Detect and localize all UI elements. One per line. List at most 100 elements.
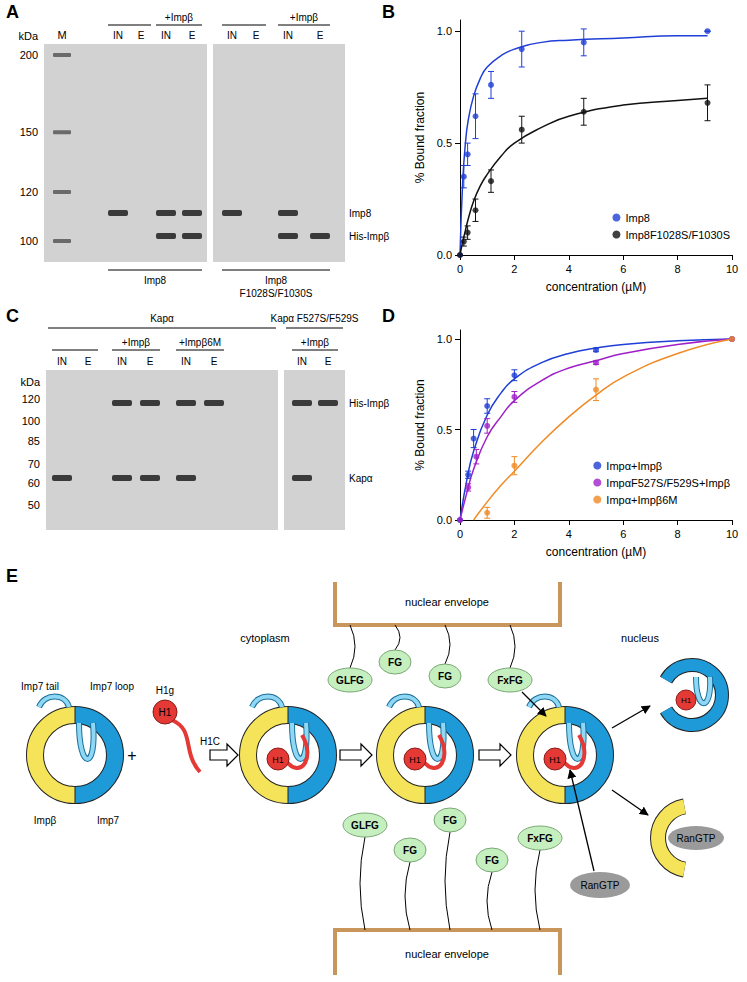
svg-text:H1C: H1C bbox=[200, 736, 220, 747]
svg-text:200: 200 bbox=[20, 49, 38, 61]
svg-text:Imp8F1028S/F1030S: Imp8F1028S/F1030S bbox=[625, 229, 730, 241]
svg-text:IN: IN bbox=[113, 30, 123, 41]
svg-text:E: E bbox=[6, 566, 18, 586]
svg-text:2: 2 bbox=[511, 263, 517, 275]
svg-text:Imp7 tail: Imp7 tail bbox=[21, 681, 59, 692]
svg-text:0: 0 bbox=[457, 263, 463, 275]
svg-text:RanGTP: RanGTP bbox=[677, 833, 716, 844]
svg-text:70: 70 bbox=[28, 458, 40, 470]
svg-text:cytoplasm: cytoplasm bbox=[240, 632, 290, 644]
svg-text:IN: IN bbox=[161, 30, 171, 41]
svg-text:+: + bbox=[127, 747, 136, 764]
svg-text:RanGTP: RanGTP bbox=[581, 880, 620, 891]
svg-text:Imp8: Imp8 bbox=[265, 275, 288, 286]
svg-text:10: 10 bbox=[726, 528, 738, 540]
svg-text:Impα+Impβ6M: Impα+Impβ6M bbox=[606, 494, 677, 506]
svg-text:1.0: 1.0 bbox=[437, 333, 452, 345]
svg-text:+Impβ: +Impβ bbox=[290, 12, 319, 23]
svg-text:FG: FG bbox=[403, 845, 417, 856]
svg-text:150: 150 bbox=[20, 126, 38, 138]
svg-text:FG: FG bbox=[485, 855, 499, 866]
svg-text:E: E bbox=[325, 356, 332, 367]
svg-text:Imp7 loop: Imp7 loop bbox=[90, 681, 134, 692]
svg-text:50: 50 bbox=[28, 499, 40, 511]
svg-text:H1g: H1g bbox=[156, 685, 174, 696]
svg-text:0.5: 0.5 bbox=[437, 424, 452, 436]
svg-text:Impβ: Impβ bbox=[34, 815, 57, 826]
svg-text:FG: FG bbox=[443, 815, 457, 826]
svg-text:+Impβ: +Impβ bbox=[301, 337, 330, 348]
svg-text:Impα+Impβ: Impα+Impβ bbox=[606, 460, 662, 472]
svg-text:F1028S/F1030S: F1028S/F1030S bbox=[240, 288, 313, 299]
svg-text:8: 8 bbox=[675, 263, 681, 275]
svg-text:85: 85 bbox=[28, 435, 40, 447]
svg-text:H1: H1 bbox=[272, 755, 284, 765]
svg-text:His-Impβ: His-Impβ bbox=[349, 398, 389, 409]
svg-text:2: 2 bbox=[511, 528, 517, 540]
svg-text:FG: FG bbox=[438, 671, 452, 682]
svg-text:concentration (µM): concentration (µM) bbox=[546, 280, 646, 294]
svg-text:4: 4 bbox=[566, 528, 572, 540]
svg-text:Kapα: Kapα bbox=[349, 473, 373, 484]
svg-text:1.0: 1.0 bbox=[437, 25, 452, 37]
svg-text:IN: IN bbox=[227, 30, 237, 41]
svg-text:0.0: 0.0 bbox=[437, 249, 452, 261]
svg-text:E: E bbox=[138, 30, 145, 41]
svg-text:E: E bbox=[253, 30, 260, 41]
svg-text:FG: FG bbox=[388, 657, 402, 668]
svg-text:4: 4 bbox=[566, 263, 572, 275]
svg-text:IN: IN bbox=[57, 356, 67, 367]
svg-text:0.5: 0.5 bbox=[437, 137, 452, 149]
svg-text:+Impβ: +Impβ bbox=[122, 337, 151, 348]
svg-text:100: 100 bbox=[22, 415, 40, 427]
svg-text:IN: IN bbox=[283, 30, 293, 41]
svg-text:IN: IN bbox=[181, 356, 191, 367]
svg-text:D: D bbox=[382, 306, 395, 326]
svg-text:IN: IN bbox=[297, 356, 307, 367]
svg-text:% Bound fraction: % Bound fraction bbox=[413, 379, 427, 470]
svg-text:% Bound fraction: % Bound fraction bbox=[413, 92, 427, 183]
svg-text:6: 6 bbox=[620, 528, 626, 540]
svg-text:B: B bbox=[382, 2, 395, 22]
svg-text:E: E bbox=[85, 356, 92, 367]
svg-text:GLFG: GLFG bbox=[336, 675, 364, 686]
svg-text:60: 60 bbox=[28, 477, 40, 489]
svg-text:FxFG: FxFG bbox=[527, 833, 553, 844]
svg-text:IN: IN bbox=[117, 356, 127, 367]
svg-text:kDa: kDa bbox=[20, 376, 40, 388]
svg-text:H1: H1 bbox=[549, 755, 561, 765]
svg-text:Imp8: Imp8 bbox=[349, 208, 372, 219]
svg-text:8: 8 bbox=[675, 528, 681, 540]
svg-text:120: 120 bbox=[22, 393, 40, 405]
svg-text:FxFG: FxFG bbox=[497, 675, 523, 686]
svg-text:+Impβ: +Impβ bbox=[165, 12, 194, 23]
svg-text:E: E bbox=[211, 356, 218, 367]
svg-text:H1: H1 bbox=[681, 696, 692, 705]
svg-text:Imp8: Imp8 bbox=[625, 212, 649, 224]
svg-text:Imp8: Imp8 bbox=[144, 275, 167, 286]
svg-text:100: 100 bbox=[20, 235, 38, 247]
svg-text:kDa: kDa bbox=[18, 30, 38, 42]
svg-text:Imp7: Imp7 bbox=[97, 815, 120, 826]
svg-text:A: A bbox=[6, 2, 19, 22]
svg-text:nuclear envelope: nuclear envelope bbox=[405, 596, 489, 608]
svg-text:M: M bbox=[57, 29, 66, 41]
svg-text:0: 0 bbox=[457, 528, 463, 540]
svg-text:Kapα F527S/F529S: Kapα F527S/F529S bbox=[270, 313, 358, 324]
svg-text:nucleus: nucleus bbox=[621, 632, 659, 644]
svg-text:Kapα: Kapα bbox=[150, 313, 174, 324]
svg-text:H1: H1 bbox=[159, 707, 172, 718]
svg-text:E: E bbox=[189, 30, 196, 41]
svg-text:nuclear envelope: nuclear envelope bbox=[405, 948, 489, 960]
svg-text:ImpαF527S/F529S+Impβ: ImpαF527S/F529S+Impβ bbox=[606, 477, 730, 489]
svg-text:H1: H1 bbox=[409, 755, 421, 765]
svg-text:10: 10 bbox=[726, 263, 738, 275]
svg-text:E: E bbox=[147, 356, 154, 367]
svg-text:+Impβ6M: +Impβ6M bbox=[179, 337, 221, 348]
svg-text:concentration (µM): concentration (µM) bbox=[546, 545, 646, 559]
svg-text:GLFG: GLFG bbox=[351, 820, 379, 831]
svg-text:His-Impβ: His-Impβ bbox=[349, 231, 389, 242]
svg-text:C: C bbox=[6, 306, 19, 326]
svg-text:120: 120 bbox=[20, 186, 38, 198]
svg-text:6: 6 bbox=[620, 263, 626, 275]
